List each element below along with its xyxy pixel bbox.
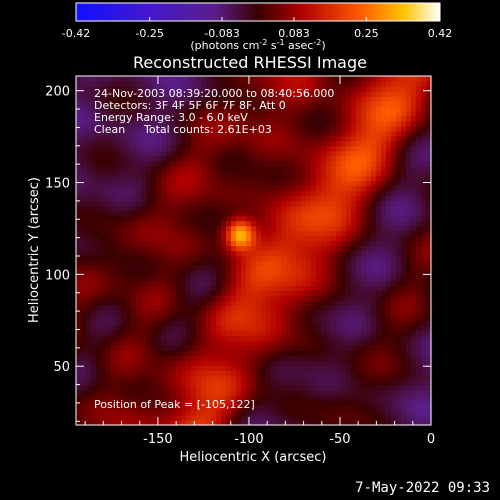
colorbar-units: (photons cm-2 s-1 asec-2) (190, 38, 325, 52)
y-tick-label: 100 (45, 268, 70, 283)
footer-date: 7-May-2022 09:33 (355, 480, 490, 496)
annotation-counts: Total counts: 2.61E+03 (143, 123, 272, 136)
colorbar-tick-label: 0.25 (354, 27, 379, 40)
x-tick-label: -100 (234, 432, 264, 447)
x-tick-label: 0 (427, 432, 435, 447)
annotation-detectors: Detectors: 3F 4F 5F 6F 7F 8F, Att 0 (94, 99, 286, 112)
annotation-peak-position: Position of Peak = [-105,122] (94, 398, 255, 411)
colorbar: -0.42 -0.25 -0.083 0.083 0.25 0.42 (photons c… (62, 2, 452, 52)
heatmap-image (76, 76, 432, 426)
y-tick-label: 50 (53, 360, 70, 375)
annotation-method: Clean (94, 123, 125, 136)
colorbar-tick-label: -0.083 (204, 27, 239, 40)
colorbar-tick-label: -0.42 (62, 27, 90, 40)
x-axis-label: Heliocentric X (arcsec) (180, 450, 327, 465)
colorbar-tick-label: 0.083 (278, 27, 310, 40)
annotation-block: 24-Nov-2003 08:39:20.000 to 08:40:56.000… (94, 87, 334, 411)
y-tick-label: 200 (45, 85, 70, 100)
colorbar-ticks: -0.42 -0.25 -0.083 0.083 0.25 0.42 (62, 17, 452, 40)
chart-title: Reconstructed RHESSI Image (133, 53, 367, 72)
x-axis-ticks: -150 -100 -50 0 (84, 76, 435, 447)
rhessi-image-plot: Reconstructed RHESSI Image -150 -100 -50 0 … (27, 53, 435, 465)
annotation-energy: Energy Range: 3.0 - 6.0 keV (94, 111, 248, 124)
y-axis-ticks: 50 100 150 200 (45, 85, 431, 422)
plot-frame (75, 75, 432, 426)
y-axis-label: Heliocentric Y (arcsec) (27, 177, 42, 323)
annotation-time-range: 24-Nov-2003 08:39:20.000 to 08:40:56.000 (94, 87, 334, 100)
colorbar-tick-label: -0.25 (135, 27, 163, 40)
y-tick-label: 150 (45, 177, 70, 192)
x-tick-label: -150 (143, 432, 173, 447)
x-tick-label: -50 (329, 432, 350, 447)
colorbar-gradient (75, 2, 441, 22)
colorbar-tick-label: 0.42 (428, 27, 453, 40)
